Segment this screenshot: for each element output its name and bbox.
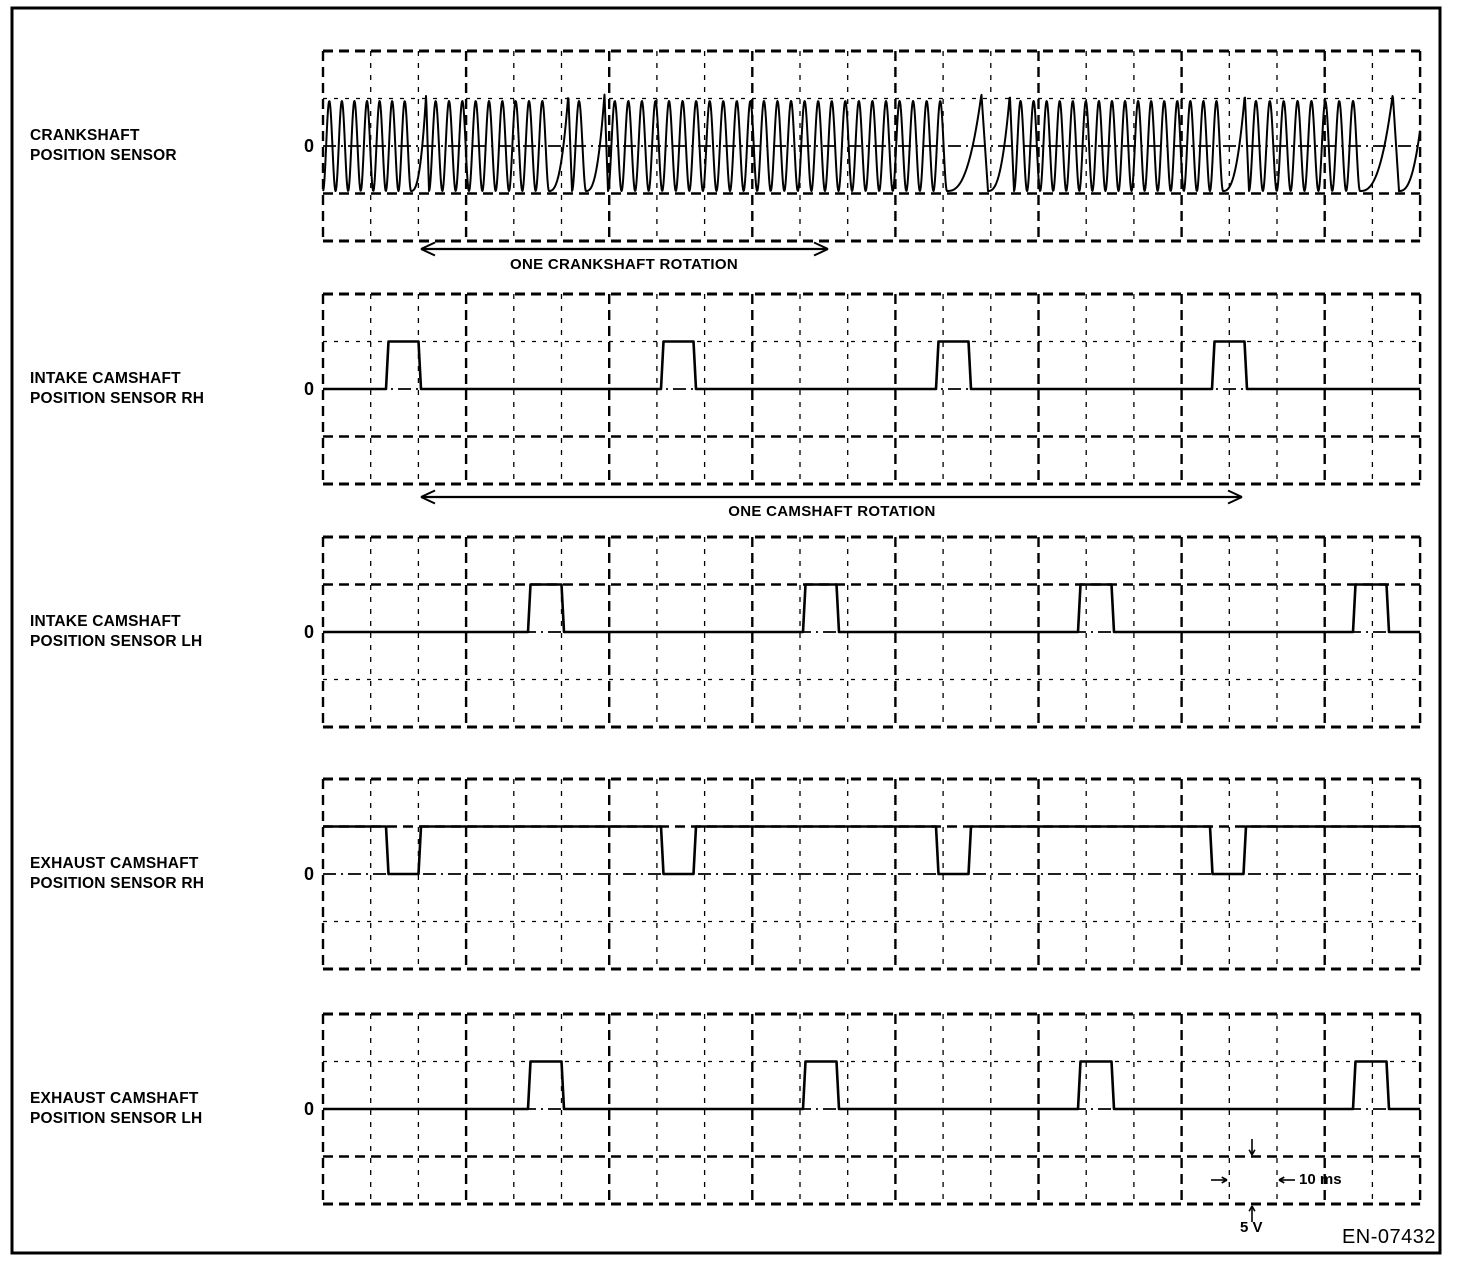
camshaft-rotation-arrow-head: [420, 496, 436, 505]
panel-label-line: POSITION SENSOR LH: [30, 633, 203, 650]
camshaft-rotation-arrow-head: [420, 489, 436, 498]
volt-scale-up-arrow-head: [1248, 1205, 1253, 1212]
camshaft-rotation-arrow-head: [1227, 496, 1243, 505]
time-scale-label: 10 ms: [1299, 1171, 1342, 1188]
panel-label-line: POSITION SENSOR: [30, 147, 177, 164]
panel-label-line: POSITION SENSOR LH: [30, 1110, 203, 1127]
panel-label-line: INTAKE CAMSHAFT: [30, 370, 181, 387]
figure-border: [10, 6, 1442, 1255]
zero-axis-label: 0: [303, 379, 314, 399]
volt-scale-up-arrow-head: [1251, 1205, 1256, 1212]
zero-axis-label: 0: [303, 136, 314, 156]
panel-label-line: EXHAUST CAMSHAFT: [30, 855, 199, 872]
camshaft-rotation-arrow-head: [1227, 489, 1243, 498]
crankshaft-rotation-arrow-head: [420, 241, 436, 250]
crankshaft-rotation-label: ONE CRANKSHAFT ROTATION: [510, 256, 738, 273]
time-scale-right-arrow-head: [1221, 1176, 1228, 1181]
crankshaft-position-sensor-waveform: [322, 93, 1421, 192]
voltage-scale-label: 5 V: [1240, 1219, 1263, 1236]
exhaust-camshaft-position-sensor-lh-waveform: [323, 1060, 1421, 1111]
panel-label-line: POSITION SENSOR RH: [30, 875, 205, 892]
zero-axis-label: 0: [303, 622, 314, 642]
camshaft-rotation-label: ONE CAMSHAFT ROTATION: [728, 503, 936, 520]
figure-code: EN-07432: [1341, 1226, 1436, 1248]
panel-label-line: EXHAUST CAMSHAFT: [30, 1090, 199, 1107]
crankshaft-rotation-arrow-head: [813, 248, 829, 257]
volt-scale-down-arrow-head: [1251, 1149, 1256, 1156]
crankshaft-rotation-arrow-head: [420, 248, 436, 257]
panel-label-line: CRANKSHAFT: [30, 127, 140, 144]
time-scale-right-arrow-head: [1221, 1179, 1228, 1184]
exhaust-camshaft-position-sensor-rh-waveform: [323, 825, 1421, 876]
intake-camshaft-position-sensor-lh-waveform: [323, 583, 1421, 634]
panel-label-exhaust-lh: EXHAUST CAMSHAFT POSITION SENSOR LH: [30, 1089, 318, 1129]
crankshaft-rotation-arrow-head: [813, 241, 829, 250]
panel-label-intake-lh: INTAKE CAMSHAFT POSITION SENSOR LH: [30, 612, 318, 652]
time-scale-left-arrow-head: [1278, 1176, 1285, 1181]
panel-label-line: POSITION SENSOR RH: [30, 390, 205, 407]
time-scale-left-arrow-head: [1278, 1179, 1285, 1184]
panel-label-intake-rh: INTAKE CAMSHAFT POSITION SENSOR RH: [30, 369, 318, 409]
panel-label-line: INTAKE CAMSHAFT: [30, 613, 181, 630]
zero-axis-label: 0: [303, 864, 314, 884]
intake-camshaft-position-sensor-rh-waveform: [323, 340, 1421, 391]
panel-label-crankshaft: CRANKSHAFT POSITION SENSOR: [30, 126, 318, 166]
zero-axis-label: 0: [303, 1099, 314, 1119]
panel-label-exhaust-rh: EXHAUST CAMSHAFT POSITION SENSOR RH: [30, 854, 318, 894]
volt-scale-down-arrow-head: [1248, 1149, 1253, 1156]
